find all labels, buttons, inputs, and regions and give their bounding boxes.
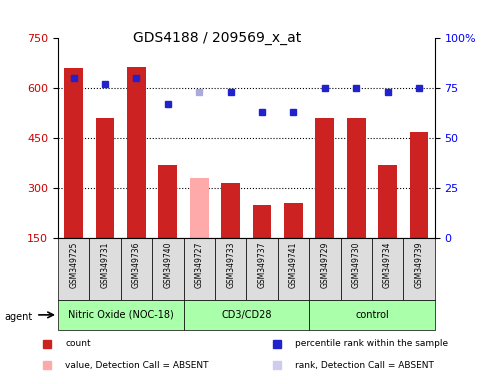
Bar	[378, 165, 397, 238]
Bar	[127, 67, 146, 238]
Bar	[315, 118, 334, 238]
FancyBboxPatch shape	[246, 238, 278, 300]
Bar	[190, 178, 209, 238]
Bar	[253, 205, 271, 238]
FancyBboxPatch shape	[278, 238, 309, 300]
FancyBboxPatch shape	[372, 238, 403, 300]
FancyBboxPatch shape	[309, 300, 435, 330]
Text: GSM349729: GSM349729	[320, 241, 329, 288]
Bar	[284, 203, 303, 238]
Text: Nitric Oxide (NOC-18): Nitric Oxide (NOC-18)	[68, 310, 173, 320]
Text: GSM349739: GSM349739	[414, 241, 424, 288]
FancyBboxPatch shape	[403, 238, 435, 300]
Bar	[96, 118, 114, 238]
Text: GSM349734: GSM349734	[383, 241, 392, 288]
Text: GSM349727: GSM349727	[195, 241, 204, 288]
FancyBboxPatch shape	[184, 238, 215, 300]
Text: rank, Detection Call = ABSENT: rank, Detection Call = ABSENT	[295, 361, 434, 370]
Text: count: count	[66, 339, 91, 348]
FancyBboxPatch shape	[184, 300, 309, 330]
Bar	[410, 132, 428, 238]
Text: value, Detection Call = ABSENT: value, Detection Call = ABSENT	[66, 361, 209, 370]
Bar	[158, 165, 177, 238]
Bar	[221, 183, 240, 238]
FancyBboxPatch shape	[152, 238, 184, 300]
Text: percentile rank within the sample: percentile rank within the sample	[295, 339, 448, 348]
Text: GSM349731: GSM349731	[100, 241, 110, 288]
FancyBboxPatch shape	[215, 238, 246, 300]
Text: GSM349737: GSM349737	[257, 241, 267, 288]
Text: GSM349733: GSM349733	[226, 241, 235, 288]
Text: GSM349725: GSM349725	[69, 241, 78, 288]
Bar	[347, 118, 366, 238]
Text: GSM349740: GSM349740	[163, 241, 172, 288]
FancyBboxPatch shape	[121, 238, 152, 300]
Text: CD3/CD28: CD3/CD28	[221, 310, 271, 320]
FancyBboxPatch shape	[341, 238, 372, 300]
Text: GDS4188 / 209569_x_at: GDS4188 / 209569_x_at	[133, 31, 301, 45]
FancyBboxPatch shape	[58, 238, 89, 300]
FancyBboxPatch shape	[58, 300, 184, 330]
Bar	[64, 68, 83, 238]
FancyBboxPatch shape	[309, 238, 341, 300]
Text: GSM349741: GSM349741	[289, 241, 298, 288]
Text: GSM349736: GSM349736	[132, 241, 141, 288]
Text: GSM349730: GSM349730	[352, 241, 361, 288]
Text: control: control	[355, 310, 389, 320]
Text: agent: agent	[5, 312, 33, 322]
FancyBboxPatch shape	[89, 238, 121, 300]
